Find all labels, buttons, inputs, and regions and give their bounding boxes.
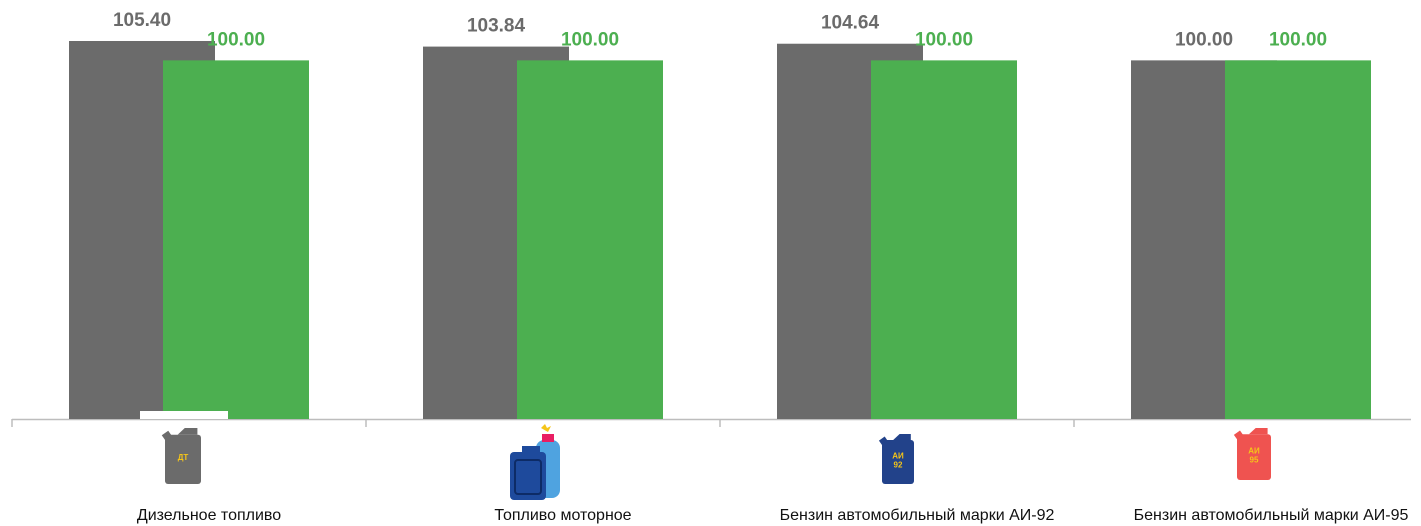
data-label: 100.00 (207, 29, 265, 50)
bar (871, 60, 1017, 420)
canister-text: ДТ (178, 453, 189, 462)
flame (541, 424, 551, 432)
canister-body (1237, 434, 1271, 480)
canister-body (510, 452, 546, 500)
canister-body (882, 440, 914, 484)
category-label: Бензин автомобильный марки АИ-92 (780, 507, 1055, 524)
diesel-canister-icon: ДТ (161, 428, 201, 484)
canister-handle (1248, 428, 1268, 435)
data-label: 100.00 (561, 29, 619, 50)
data-label: 103.84 (467, 16, 526, 37)
canister-handle (177, 428, 198, 435)
canister-text: АИ (892, 452, 904, 461)
bar (163, 60, 309, 420)
data-label: 100.00 (915, 29, 973, 50)
data-label: 100.00 (1269, 29, 1327, 50)
data-label: 104.64 (821, 13, 880, 34)
canister-handle (522, 446, 540, 454)
canister-handle (893, 434, 911, 440)
category-label: Топливо моторное (494, 507, 631, 524)
canister-panel (514, 459, 542, 495)
canister-body (165, 434, 201, 484)
axis-gap (140, 411, 228, 419)
category-label: Дизельное топливо (137, 507, 281, 524)
bar (517, 60, 663, 420)
category-label: Бензин автомобильный марки АИ-95 (1134, 507, 1409, 524)
data-label: 100.00 (1175, 29, 1233, 50)
canister-text: АИ (1248, 447, 1260, 456)
canister-text: 95 (1250, 456, 1259, 465)
bar (1225, 60, 1371, 420)
canister-text: 92 (894, 461, 903, 470)
data-label: 105.40 (113, 10, 171, 31)
cylinder-valve (542, 434, 554, 442)
motor-fuel-canister-gas-cylinder-icon (510, 424, 560, 500)
